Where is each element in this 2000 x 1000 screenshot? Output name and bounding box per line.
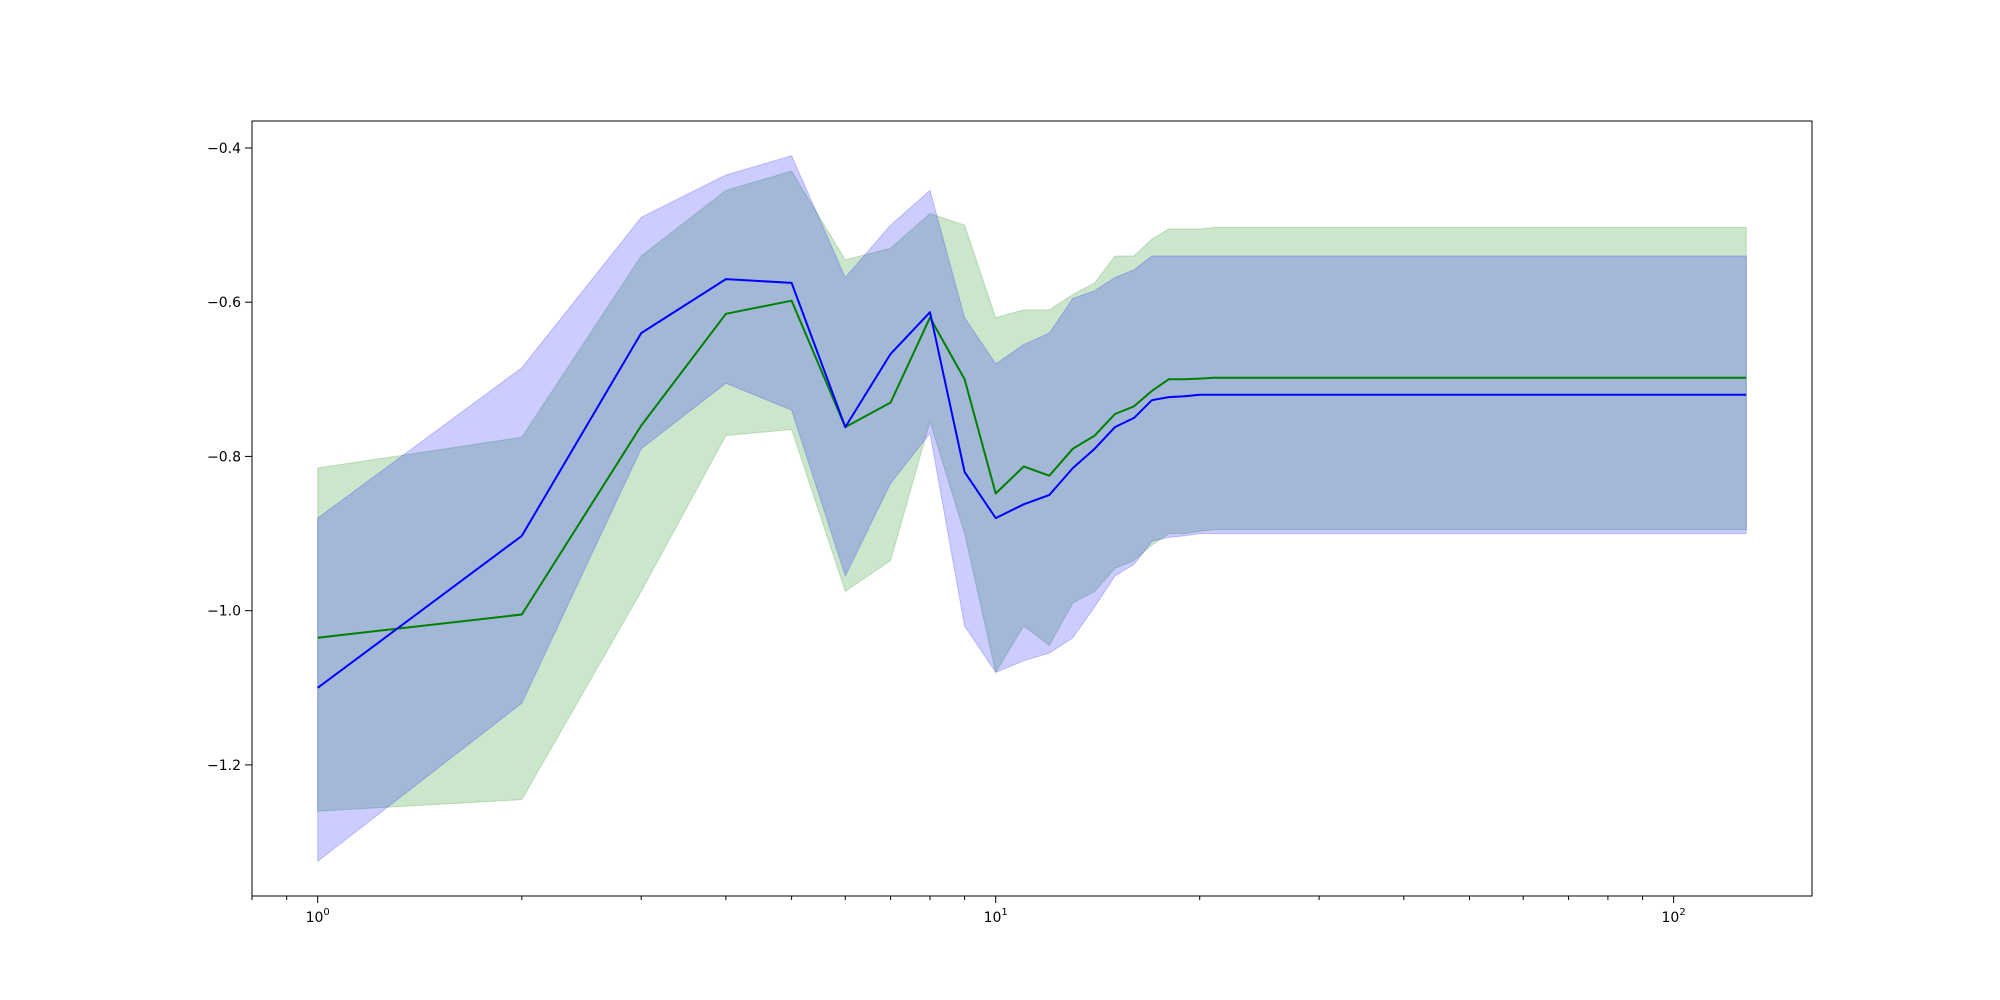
y-tick-label: −0.6 [207,295,241,311]
series-line-1 [317,299,1747,639]
series-line-2 [317,278,1747,689]
y-tick-label: −1.0 [207,604,241,620]
x-tick-label: 100 [306,907,330,926]
confidence-bands [317,155,1747,863]
x-axis: 100 101 102 [251,896,1686,926]
confidence-band-2 [317,155,1747,863]
y-tick-label: −0.4 [207,141,241,157]
y-tick-label: −0.8 [207,449,241,465]
plot-frame [251,120,1813,897]
series-lines [317,278,1747,689]
y-tick-label: −1.2 [207,758,241,774]
confidence-band-1 [317,170,1747,812]
x-tick-label: 101 [984,907,1008,926]
y-axis: −0.4 −0.6 −0.8 −1.0 −1.2 [207,141,252,774]
plot-area [252,121,1812,896]
x-tick-label: 102 [1661,907,1685,926]
